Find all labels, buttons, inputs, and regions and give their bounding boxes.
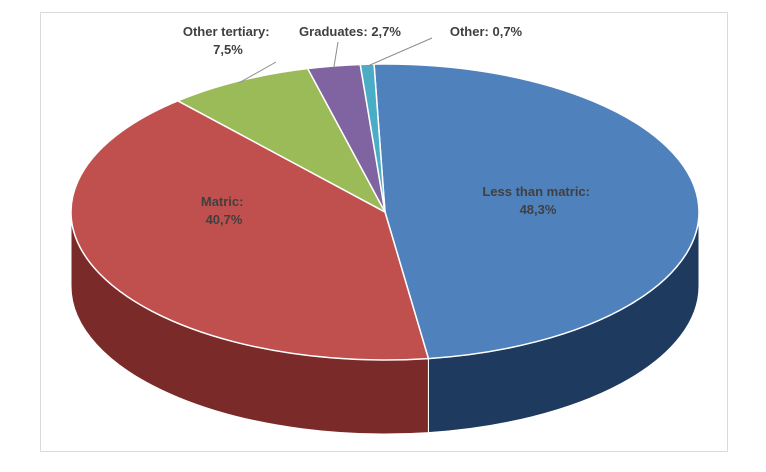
leader-other bbox=[366, 37, 433, 67]
label-less-than-matric: Less than matric: 48,3% bbox=[482, 184, 593, 217]
label-other-name: Other bbox=[450, 24, 485, 39]
label-other-sep: : bbox=[485, 24, 493, 39]
label-graduates: Graduates: 2,7% bbox=[299, 24, 401, 39]
label-less-than-matric-name: Less than matric bbox=[482, 184, 585, 199]
label-matric-name: Matric bbox=[201, 194, 239, 209]
label-other-value: 0,7% bbox=[492, 24, 522, 39]
label-less-than-matric-value: 48,3% bbox=[520, 202, 557, 217]
pie-tops bbox=[70, 63, 700, 361]
label-less-than-matric-colon: : bbox=[586, 184, 590, 199]
leader-other-tertiary bbox=[238, 61, 277, 84]
label-graduates-sep: : bbox=[363, 24, 371, 39]
label-other-tertiary: Other tertiary: 7,5% bbox=[183, 24, 273, 57]
leader-graduates bbox=[333, 41, 339, 69]
label-matric-colon: : bbox=[239, 194, 243, 209]
leader-lines bbox=[238, 37, 433, 84]
label-other-tertiary-value: 7,5% bbox=[213, 42, 243, 57]
pie-slice-other-tertiary bbox=[177, 67, 386, 213]
label-matric-value: 40,7% bbox=[206, 212, 243, 227]
label-graduates-value: 2,7% bbox=[371, 24, 401, 39]
pie-slice-other bbox=[359, 63, 386, 213]
label-other-tertiary-colon: : bbox=[265, 24, 269, 39]
pie-slice-matric bbox=[70, 100, 430, 361]
label-other: Other: 0,7% bbox=[450, 24, 523, 39]
label-other-tertiary-name: Other tertiary bbox=[183, 24, 266, 39]
pie-slice-less-than-matric bbox=[373, 63, 700, 360]
label-graduates-name: Graduates bbox=[299, 24, 363, 39]
label-matric: Matric: 40,7% bbox=[201, 194, 247, 227]
